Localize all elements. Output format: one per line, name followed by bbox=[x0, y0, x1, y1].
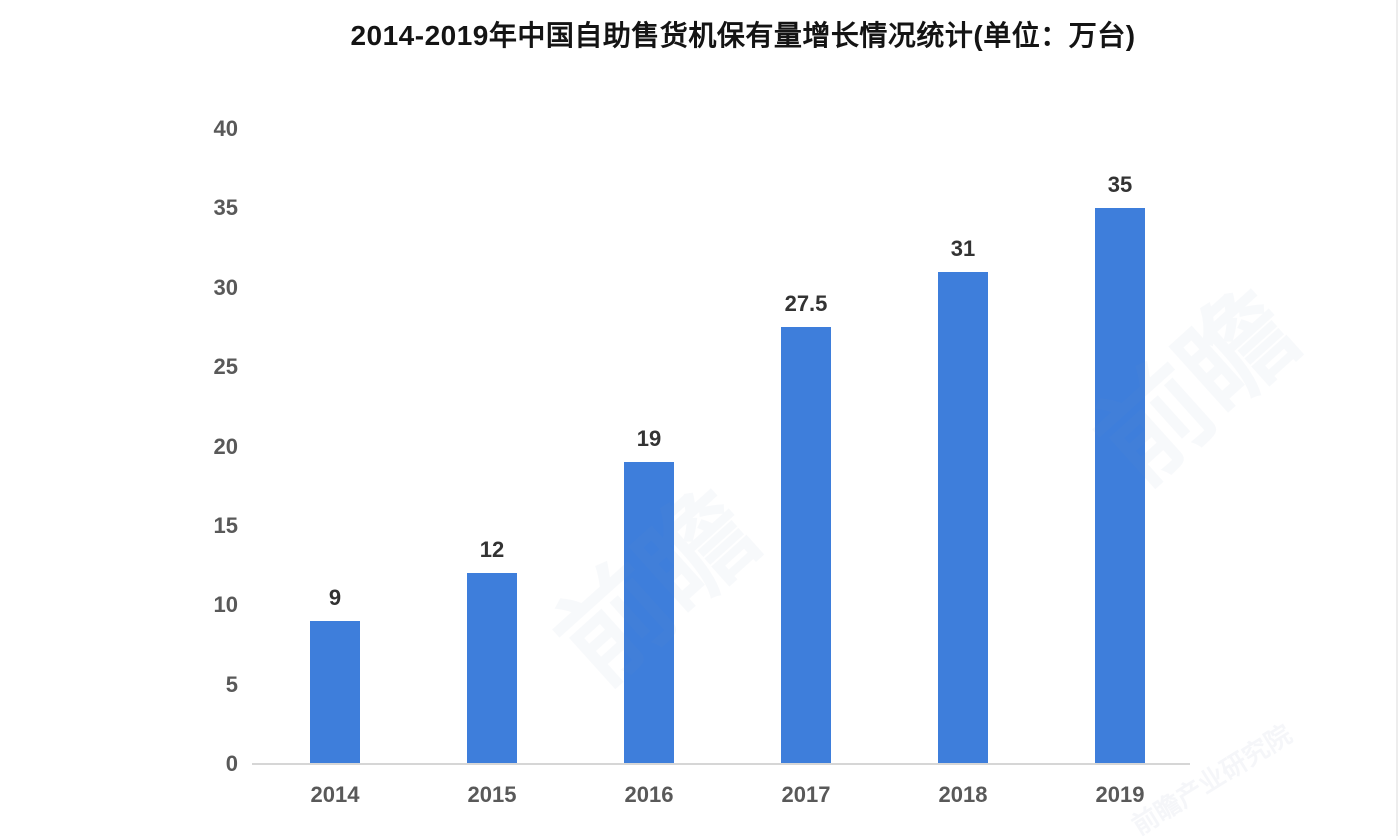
y-tick-label: 35 bbox=[213, 195, 238, 221]
x-tick-label: 2019 bbox=[1095, 782, 1145, 807]
bar-value-label: 27.5 bbox=[784, 291, 828, 316]
bar-2017 bbox=[781, 327, 831, 764]
x-tick-label: 2014 bbox=[310, 782, 360, 807]
y-tick-label: 25 bbox=[213, 354, 238, 380]
bar-value-label: 35 bbox=[1107, 172, 1133, 197]
y-tick-label: 40 bbox=[213, 116, 238, 141]
bar-2018 bbox=[938, 272, 988, 764]
bar-2015 bbox=[467, 573, 517, 764]
y-tick-label: 15 bbox=[213, 512, 238, 538]
x-tick-label: 2017 bbox=[781, 782, 831, 807]
y-tick-label: 0 bbox=[225, 751, 238, 776]
chart-title: 2014-2019年中国自助售货机保有量增长情况统计(单位：万台) bbox=[350, 20, 1136, 51]
y-tick-label: 10 bbox=[213, 592, 238, 618]
x-tick-label: 2015 bbox=[467, 782, 517, 807]
bar-value-label: 9 bbox=[328, 585, 342, 610]
bar-2019 bbox=[1095, 208, 1145, 764]
x-tick-label: 2018 bbox=[938, 782, 988, 807]
x-tick-label: 2016 bbox=[624, 782, 674, 807]
y-tick-label: 20 bbox=[213, 433, 238, 459]
image-right-border bbox=[1396, 0, 1398, 836]
x-axis-baseline bbox=[252, 763, 1190, 765]
y-tick-label: 5 bbox=[225, 671, 238, 697]
bar-value-label: 19 bbox=[636, 426, 662, 451]
bar-2016 bbox=[624, 462, 674, 764]
watermark-seal-text: 前瞻产业研究院 bbox=[1126, 718, 1297, 836]
bar-value-label: 31 bbox=[950, 236, 976, 261]
bar-2014 bbox=[310, 621, 360, 764]
bar-value-label: 12 bbox=[479, 537, 505, 562]
y-tick-label: 30 bbox=[213, 274, 238, 300]
